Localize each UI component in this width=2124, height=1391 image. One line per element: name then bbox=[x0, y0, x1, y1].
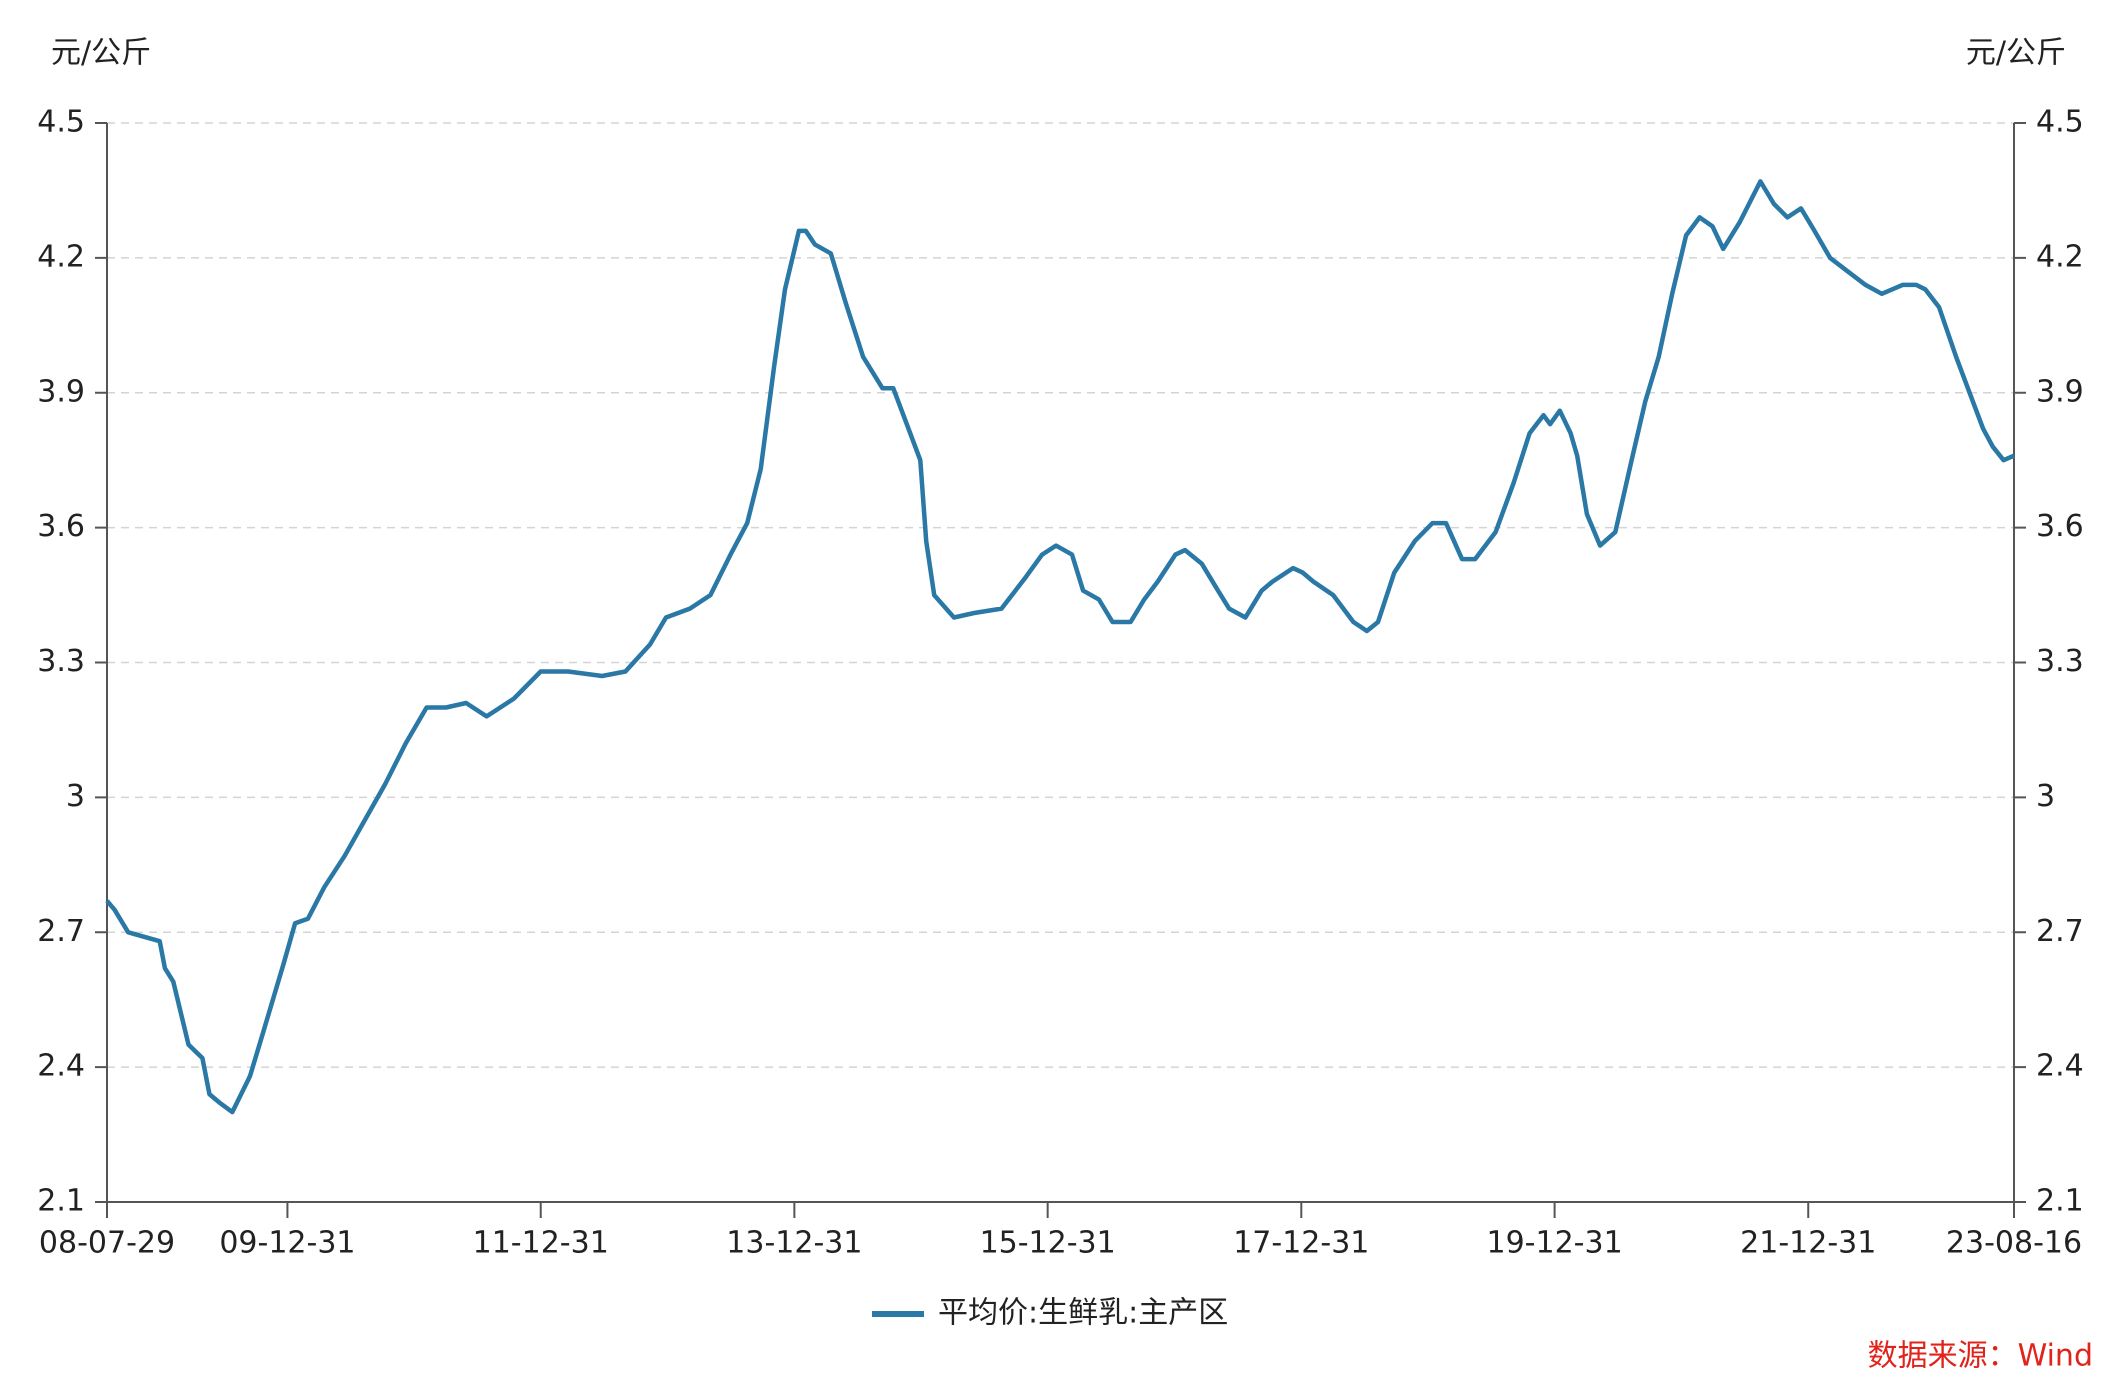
x-tick-label: 21-12-31 bbox=[1740, 1226, 1876, 1261]
x-tick-label: 08-07-29 bbox=[39, 1226, 175, 1261]
y-tick-label: 2.7 bbox=[37, 914, 85, 949]
y2-tick-label: 3 bbox=[2036, 779, 2055, 814]
y-tick-label: 4.2 bbox=[37, 239, 85, 274]
x-tick-label: 13-12-31 bbox=[726, 1226, 862, 1261]
data-line bbox=[105, 179, 2015, 1115]
y-tick-label: 4.5 bbox=[37, 105, 85, 140]
x-tick-label: 23-08-16 bbox=[1946, 1226, 2082, 1261]
legend-label: 平均价:生鲜乳:主产区 bbox=[938, 1296, 1228, 1331]
x-tick-label: 15-12-31 bbox=[980, 1226, 1116, 1261]
x-tick-label: 19-12-31 bbox=[1487, 1226, 1623, 1261]
y2-tick-label: 3.9 bbox=[2036, 374, 2084, 409]
y-tick-label: 3.6 bbox=[37, 509, 85, 544]
y2-axis-unit: 元/公斤 bbox=[1966, 36, 2066, 71]
x-tick-label: 17-12-31 bbox=[1233, 1226, 1369, 1261]
y-tick-label: 2.4 bbox=[37, 1049, 85, 1084]
y-tick-label: 3.3 bbox=[37, 644, 85, 679]
y2-tick-label: 2.1 bbox=[2036, 1184, 2084, 1219]
y2-tick-label: 2.7 bbox=[2036, 914, 2084, 949]
x-tick-label: 09-12-31 bbox=[219, 1226, 355, 1261]
source-note: 数据来源：Wind bbox=[1868, 1339, 2093, 1374]
y-tick-label: 3.9 bbox=[37, 374, 85, 409]
y2-tick-label: 3.6 bbox=[2036, 509, 2084, 544]
x-tick-label: 11-12-31 bbox=[473, 1226, 609, 1261]
y2-tick-label: 2.4 bbox=[2036, 1049, 2084, 1084]
y-axis-unit: 元/公斤 bbox=[51, 36, 151, 71]
y2-tick-label: 4.5 bbox=[2036, 105, 2084, 140]
y-tick-label: 2.1 bbox=[37, 1184, 85, 1219]
y2-tick-label: 4.2 bbox=[2036, 239, 2084, 274]
y2-tick-label: 3.3 bbox=[2036, 644, 2084, 679]
y-tick-label: 3 bbox=[66, 779, 85, 814]
